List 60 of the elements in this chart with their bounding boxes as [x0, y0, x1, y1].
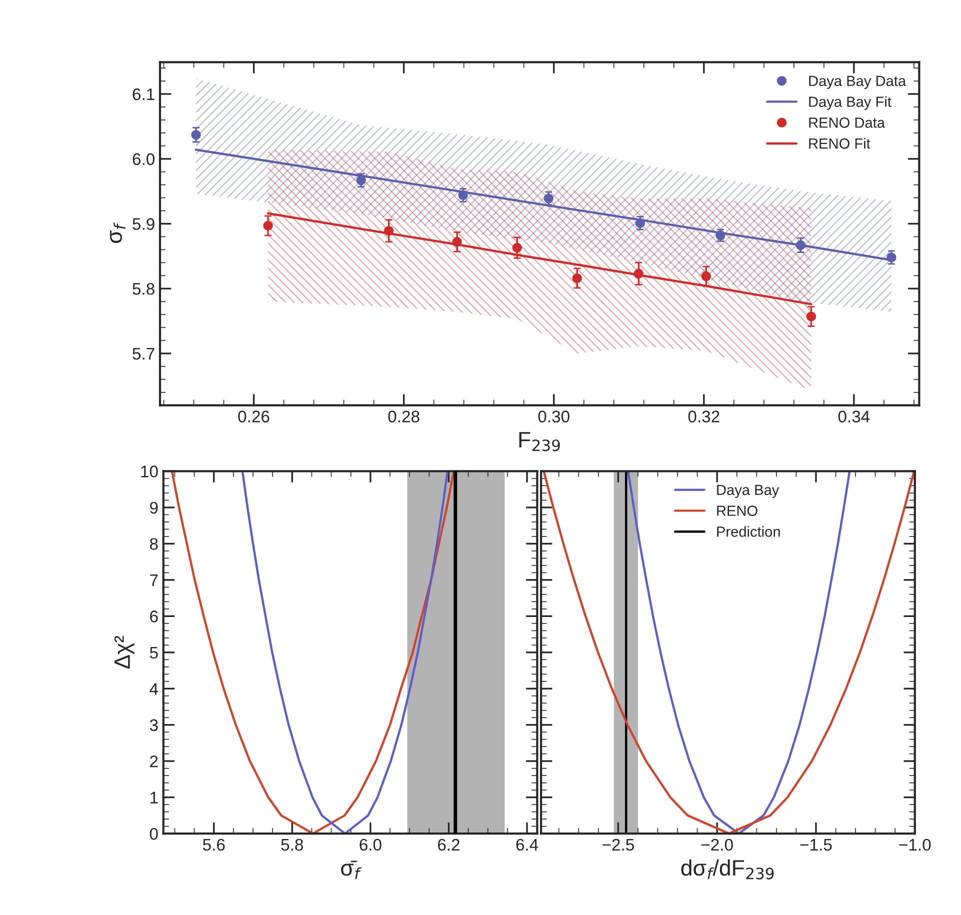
point: [634, 268, 644, 279]
x-tick-label: 0.34: [838, 410, 870, 422]
y-tick-label: 3: [150, 719, 158, 732]
legend-label: Daya Bay: [717, 484, 780, 498]
point: [796, 240, 806, 250]
point: [572, 273, 582, 284]
legend-label: Prediction: [717, 526, 780, 537]
y-axis-title: σ$_{f}$: [110, 222, 126, 243]
y-tick-label: 1: [150, 792, 158, 804]
y-tick-label: 6.0: [132, 153, 154, 166]
line-series: [241, 471, 449, 834]
x-axis-title: dσ$_{f}$/dF$_{239}$: [681, 859, 774, 880]
point: [806, 312, 816, 322]
point: [458, 190, 468, 200]
x-tick-label: −2.5: [602, 838, 634, 851]
y-tick-label: 0: [150, 828, 158, 840]
y-tick-label: 7: [150, 574, 158, 586]
x-tick-label: 5.8: [281, 838, 304, 851]
y-tick-label: 5.7: [132, 348, 154, 360]
x-tick-label: −2.0: [701, 838, 733, 851]
x-axis-title: σ̄$_{f}$: [341, 860, 362, 880]
legend-label: RENO Data: [809, 118, 885, 128]
x-tick-label: 5.6: [202, 838, 225, 851]
point: [544, 194, 554, 204]
x-tick-label: −1.0: [899, 838, 931, 851]
y-tick-label: 5: [150, 646, 158, 659]
y-tick-label: 6.1: [132, 88, 154, 100]
point: [512, 242, 522, 253]
point: [635, 218, 645, 228]
y-tick-label: 2: [150, 756, 158, 768]
point: [263, 220, 273, 231]
legend-label: Daya Bay Data: [809, 76, 906, 89]
x-tick-label: −1.5: [800, 839, 832, 851]
point: [384, 226, 394, 236]
y-tick-label: 8: [150, 538, 158, 550]
line-series: [170, 471, 455, 834]
y-tick-label: 6: [150, 610, 158, 622]
y-tick-label: 4: [150, 683, 158, 695]
x-tick-label: 6.4: [516, 838, 538, 851]
point: [452, 237, 462, 247]
legend-label: RENO: [717, 506, 758, 516]
point: [716, 230, 726, 240]
x-tick-label: 6.2: [438, 838, 460, 851]
legend-label: RENO Fit: [809, 138, 870, 149]
x-tick-label: 6.0: [360, 838, 382, 851]
point: [886, 252, 896, 262]
y-tick-label: 5.8: [132, 282, 154, 295]
point: [701, 271, 712, 282]
x-tick-label: 0.30: [538, 410, 570, 422]
y-tick-label: 9: [150, 502, 158, 514]
point: [191, 130, 201, 140]
y-axis-title: Δχ²: [114, 636, 134, 669]
y-tick-label: 5.9: [132, 218, 154, 230]
x-axis-title: F$_{239}$: [519, 432, 560, 452]
x-tick-label: 0.32: [688, 410, 720, 422]
x-tick-label: 0.28: [388, 410, 420, 422]
point: [356, 175, 366, 186]
y-tick-label: 10: [141, 466, 158, 478]
legend-label: Daya Bay Fit: [809, 96, 892, 110]
x-tick-label: 0.26: [238, 410, 270, 422]
